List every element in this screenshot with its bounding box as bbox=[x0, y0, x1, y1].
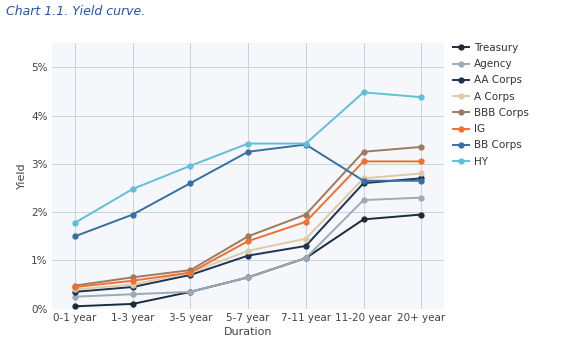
IG bbox=[187, 270, 194, 275]
A Corps bbox=[360, 176, 367, 181]
HY bbox=[302, 141, 309, 146]
BB Corps bbox=[302, 143, 309, 147]
IG bbox=[302, 220, 309, 224]
AA Corps bbox=[187, 273, 194, 277]
BBB Corps bbox=[129, 275, 136, 280]
HY bbox=[360, 90, 367, 94]
AA Corps bbox=[245, 253, 252, 258]
BB Corps bbox=[245, 150, 252, 154]
Agency bbox=[129, 292, 136, 297]
A Corps bbox=[72, 287, 78, 292]
A Corps bbox=[418, 171, 425, 176]
Text: Chart 1.1. Yield curve.: Chart 1.1. Yield curve. bbox=[6, 5, 145, 18]
X-axis label: Duration: Duration bbox=[224, 327, 272, 337]
Agency bbox=[360, 198, 367, 202]
Line: AA Corps: AA Corps bbox=[73, 176, 424, 294]
Treasury bbox=[72, 304, 78, 308]
Line: IG: IG bbox=[73, 159, 424, 289]
Treasury bbox=[187, 290, 194, 294]
IG bbox=[245, 239, 252, 243]
Agency bbox=[187, 290, 194, 294]
Treasury bbox=[129, 302, 136, 306]
IG bbox=[360, 159, 367, 164]
BB Corps bbox=[360, 178, 367, 183]
Agency bbox=[72, 294, 78, 299]
IG bbox=[72, 285, 78, 289]
HY bbox=[418, 95, 425, 99]
AA Corps bbox=[72, 290, 78, 294]
Y-axis label: Yield: Yield bbox=[17, 163, 27, 189]
BBB Corps bbox=[187, 268, 194, 272]
Line: BB Corps: BB Corps bbox=[73, 142, 424, 239]
AA Corps bbox=[360, 181, 367, 185]
BBB Corps bbox=[245, 234, 252, 238]
Line: Treasury: Treasury bbox=[73, 212, 424, 309]
Line: Agency: Agency bbox=[73, 195, 424, 299]
BB Corps bbox=[418, 178, 425, 183]
Line: HY: HY bbox=[73, 90, 424, 225]
HY bbox=[245, 141, 252, 146]
Treasury bbox=[302, 256, 309, 260]
HY bbox=[129, 187, 136, 191]
BB Corps bbox=[72, 234, 78, 238]
A Corps bbox=[129, 283, 136, 287]
Agency bbox=[418, 196, 425, 200]
BBB Corps bbox=[360, 150, 367, 154]
Agency bbox=[302, 256, 309, 260]
AA Corps bbox=[302, 244, 309, 248]
Legend: Treasury, Agency, AA Corps, A Corps, BBB Corps, IG, BB Corps, HY: Treasury, Agency, AA Corps, A Corps, BBB… bbox=[454, 43, 529, 167]
BB Corps bbox=[129, 213, 136, 217]
AA Corps bbox=[418, 176, 425, 181]
Treasury bbox=[245, 275, 252, 280]
Line: BBB Corps: BBB Corps bbox=[73, 145, 424, 288]
BBB Corps bbox=[418, 145, 425, 149]
AA Corps bbox=[129, 285, 136, 289]
HY bbox=[187, 164, 194, 168]
A Corps bbox=[302, 237, 309, 241]
Agency bbox=[245, 275, 252, 280]
BBB Corps bbox=[72, 283, 78, 288]
Line: A Corps: A Corps bbox=[73, 171, 424, 292]
BB Corps bbox=[187, 181, 194, 185]
BBB Corps bbox=[302, 213, 309, 217]
A Corps bbox=[187, 270, 194, 275]
IG bbox=[418, 159, 425, 164]
Treasury bbox=[418, 213, 425, 217]
Treasury bbox=[360, 217, 367, 222]
IG bbox=[129, 279, 136, 283]
A Corps bbox=[245, 249, 252, 253]
HY bbox=[72, 221, 78, 225]
